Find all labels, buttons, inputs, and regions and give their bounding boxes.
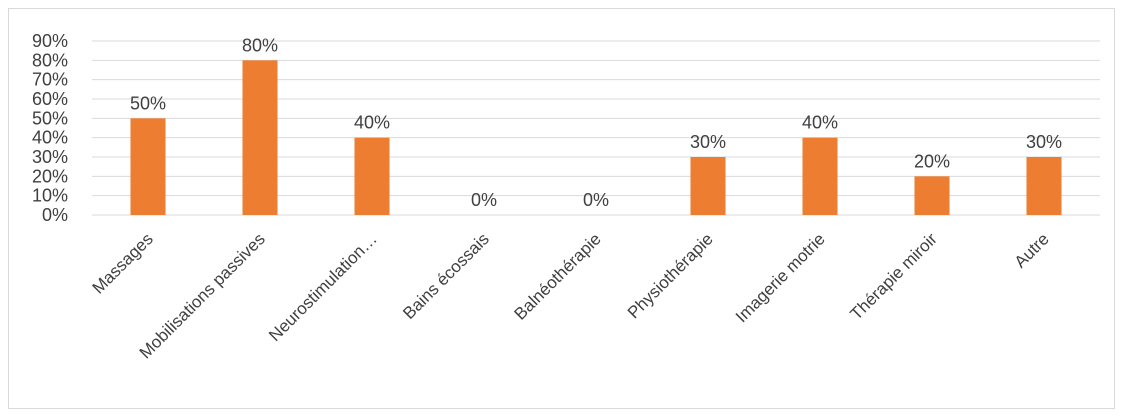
bar (130, 118, 166, 215)
bar (802, 137, 838, 215)
category-label: Neurostimulation… (265, 229, 381, 345)
bar (690, 157, 726, 215)
y-tick-label: 0% (42, 205, 68, 225)
y-tick-label: 20% (32, 166, 68, 186)
y-tick-label: 90% (32, 31, 68, 51)
data-label: 30% (690, 132, 726, 152)
y-tick-label: 10% (32, 186, 68, 206)
y-tick-label: 70% (32, 70, 68, 90)
category-label: Massages (89, 229, 157, 297)
y-tick-label: 40% (32, 128, 68, 148)
bar (354, 137, 390, 215)
category-label: Physiothérapie (624, 229, 717, 322)
data-label: 30% (1026, 132, 1062, 152)
bar (914, 176, 950, 215)
category-label: Thérapie miroir (847, 229, 942, 324)
category-label: Bains écossais (399, 229, 493, 323)
y-tick-label: 80% (32, 50, 68, 70)
data-label: 40% (802, 113, 838, 133)
y-tick-label: 60% (32, 89, 68, 109)
data-label: 80% (242, 35, 278, 55)
category-label: Imagerie motrie (732, 229, 829, 326)
data-label: 0% (583, 190, 609, 210)
data-label: 40% (354, 113, 390, 133)
data-label: 20% (914, 151, 950, 171)
y-tick-label: 50% (32, 108, 68, 128)
y-tick-label: 30% (32, 147, 68, 167)
bar (1026, 157, 1062, 215)
category-label: Autre (1011, 229, 1053, 271)
data-label: 0% (471, 190, 497, 210)
category-label: Mobilisations passives (136, 229, 269, 362)
bar (242, 60, 278, 216)
data-label: 50% (130, 93, 166, 113)
category-label: Balnéothérapie (511, 229, 605, 323)
